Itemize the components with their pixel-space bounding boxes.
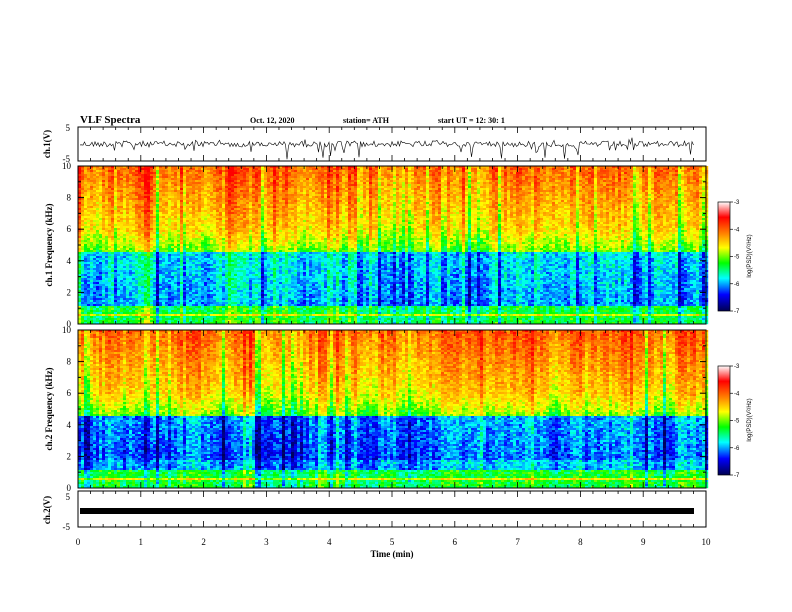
- time-tick-label: 5: [390, 537, 395, 547]
- freq-tick-label: 0: [67, 319, 72, 329]
- time-axis-label: Time (min): [370, 549, 413, 559]
- freq-tick-label: 6: [67, 388, 72, 398]
- time-tick-label: 1: [139, 537, 144, 547]
- colorbar-tick-label: -6: [734, 282, 740, 288]
- colorbar-tick-label: -6: [734, 446, 740, 452]
- freq-tick-label: 8: [67, 193, 72, 203]
- ch2-ytick-bottom: -5: [63, 522, 71, 532]
- ch2-spectrogram-ylabel: ch.2 Frequency (kHz): [44, 367, 54, 450]
- ch2-waveform-ylabel: ch.2(V): [42, 496, 52, 524]
- start-time-label: start UT = 12: 30: 1: [438, 116, 505, 125]
- ch1-spectrogram-image: [78, 166, 709, 325]
- freq-tick-label: 4: [67, 256, 72, 266]
- colorbar-tick-label: -3: [734, 364, 740, 370]
- ch2-ytick-top: 5: [66, 492, 71, 502]
- ch1-colorbar: -3 -4 -5 -6 -7 log(PSD)(V²/Hz): [717, 200, 753, 315]
- colorbar-tick-label: -5: [734, 419, 740, 425]
- time-tick-label: 9: [641, 537, 646, 547]
- ch2-waveform-trace: [80, 508, 694, 514]
- colorbar-tick-label: -7: [734, 473, 740, 479]
- ch1-ytick-top: 5: [66, 123, 71, 133]
- ch2-freq-ticks: 0 2 4 6 8 10: [62, 325, 706, 493]
- ch1-waveform-trace: [79, 137, 694, 160]
- time-axis-tick-labels: 0 1 2 3 4 5 6 7 8 9 10: [76, 537, 711, 547]
- ch1-spectrogram-ylabel: ch.1 Frequency (kHz): [44, 203, 54, 286]
- freq-tick-label: 10: [62, 325, 72, 335]
- time-tick-label: 7: [515, 537, 520, 547]
- station-label: station= ATH: [343, 116, 390, 125]
- freq-tick-label: 2: [67, 287, 72, 297]
- ch1-ytick-bottom: -5: [63, 154, 71, 164]
- figure-title: VLF Spectra: [80, 114, 141, 126]
- colorbar-tick-label: -4: [734, 391, 740, 397]
- ch2-colorbar: -3 -4 -5 -6 -7 log(PSD)(V²/Hz): [717, 364, 753, 479]
- ch2-spectrogram-image: [78, 330, 709, 489]
- colorbar-tick-label: -5: [734, 255, 740, 261]
- freq-tick-label: 10: [62, 161, 72, 171]
- colorbar-tick-label: -4: [734, 227, 740, 233]
- time-tick-label: 2: [201, 537, 206, 547]
- ch2-waveform-panel: 5 -5 ch.2(V): [42, 490, 707, 532]
- time-tick-label: 6: [453, 537, 458, 547]
- ch1-waveform-panel: 5 -5 ch.1(V): [42, 123, 707, 164]
- time-tick-label: 8: [578, 537, 583, 547]
- ch2-spectrogram-panel: 0 2 4 6 8 10 ch.2 Frequency (kHz): [44, 325, 709, 493]
- freq-tick-label: 4: [67, 420, 72, 430]
- date-label: Oct. 12, 2020: [250, 116, 294, 125]
- time-tick-label: 0: [76, 537, 81, 547]
- colorbar-tick-label: -7: [734, 309, 740, 315]
- time-tick-label: 10: [702, 537, 712, 547]
- ch1-freq-ticks: 0 2 4 6 8 10: [62, 161, 706, 329]
- ch1-spectrogram-panel: 0 2 4 6 8 10 ch.1 Frequency (kHz): [44, 161, 709, 329]
- colorbar-tick-label: -3: [734, 200, 740, 206]
- freq-tick-label: 0: [67, 483, 72, 493]
- ch2-colorbar-label: log(PSD)(V²/Hz): [747, 398, 753, 441]
- ch1-waveform-ylabel: ch.1(V): [42, 130, 52, 158]
- freq-tick-label: 2: [67, 451, 72, 461]
- time-tick-label: 3: [264, 537, 269, 547]
- time-tick-label: 4: [327, 537, 332, 547]
- freq-tick-label: 8: [67, 357, 72, 367]
- freq-tick-label: 6: [67, 224, 72, 234]
- time-axis-ticks: [77, 127, 707, 527]
- ch1-colorbar-label: log(PSD)(V²/Hz): [747, 234, 753, 277]
